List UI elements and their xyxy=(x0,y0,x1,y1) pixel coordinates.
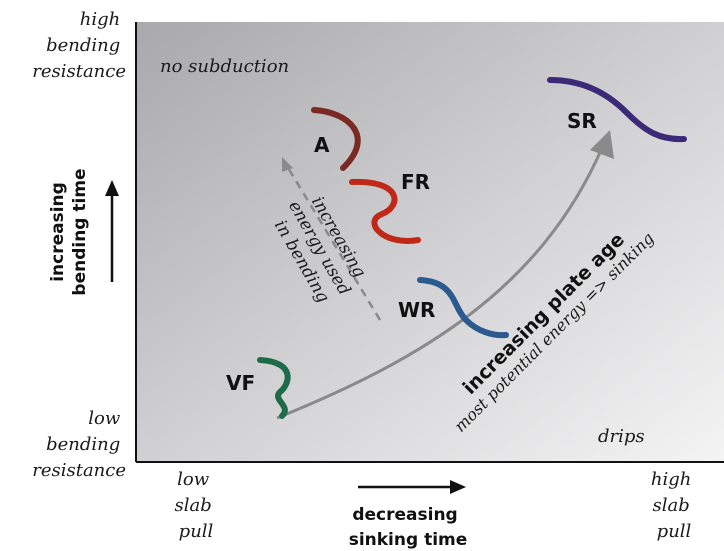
slab-label-fr: FR xyxy=(401,170,430,194)
y-axis-arrow xyxy=(105,180,119,282)
no-subduction-label: no subduction xyxy=(160,56,289,77)
slab-curve-fr xyxy=(349,178,421,244)
x-axis-arrow xyxy=(358,480,466,494)
x-axis-high-label: high slab pull xyxy=(651,469,697,542)
y-axis-low-label: low bending resistance xyxy=(32,408,126,481)
y-axis-title-line2: bending time xyxy=(70,168,90,295)
y-axis-title: increasing bending time xyxy=(48,168,90,295)
slab-label-vf: VF xyxy=(226,371,255,395)
plate-age-arrowhead xyxy=(590,130,614,159)
plate-age-arrow xyxy=(276,147,604,420)
slab-curve-sr xyxy=(547,77,687,143)
x-axis-low-label: low slab pull xyxy=(175,469,218,542)
slab-label-sr: SR xyxy=(567,109,597,133)
plot-area xyxy=(136,22,724,462)
slab-curve-wr xyxy=(417,277,509,339)
slab-curve-vf xyxy=(257,357,291,419)
drips-label: drips xyxy=(598,426,645,447)
y-axis-title-line1: increasing xyxy=(48,182,68,282)
y-axis-high-label: high bending resistance xyxy=(32,9,126,82)
slab-label-wr: WR xyxy=(398,298,435,322)
energy-bending-arrow xyxy=(282,157,382,321)
slab-curve-a xyxy=(311,107,361,171)
slab-label-a: A xyxy=(314,133,330,157)
x-axis-title: decreasing sinking time xyxy=(349,505,468,550)
